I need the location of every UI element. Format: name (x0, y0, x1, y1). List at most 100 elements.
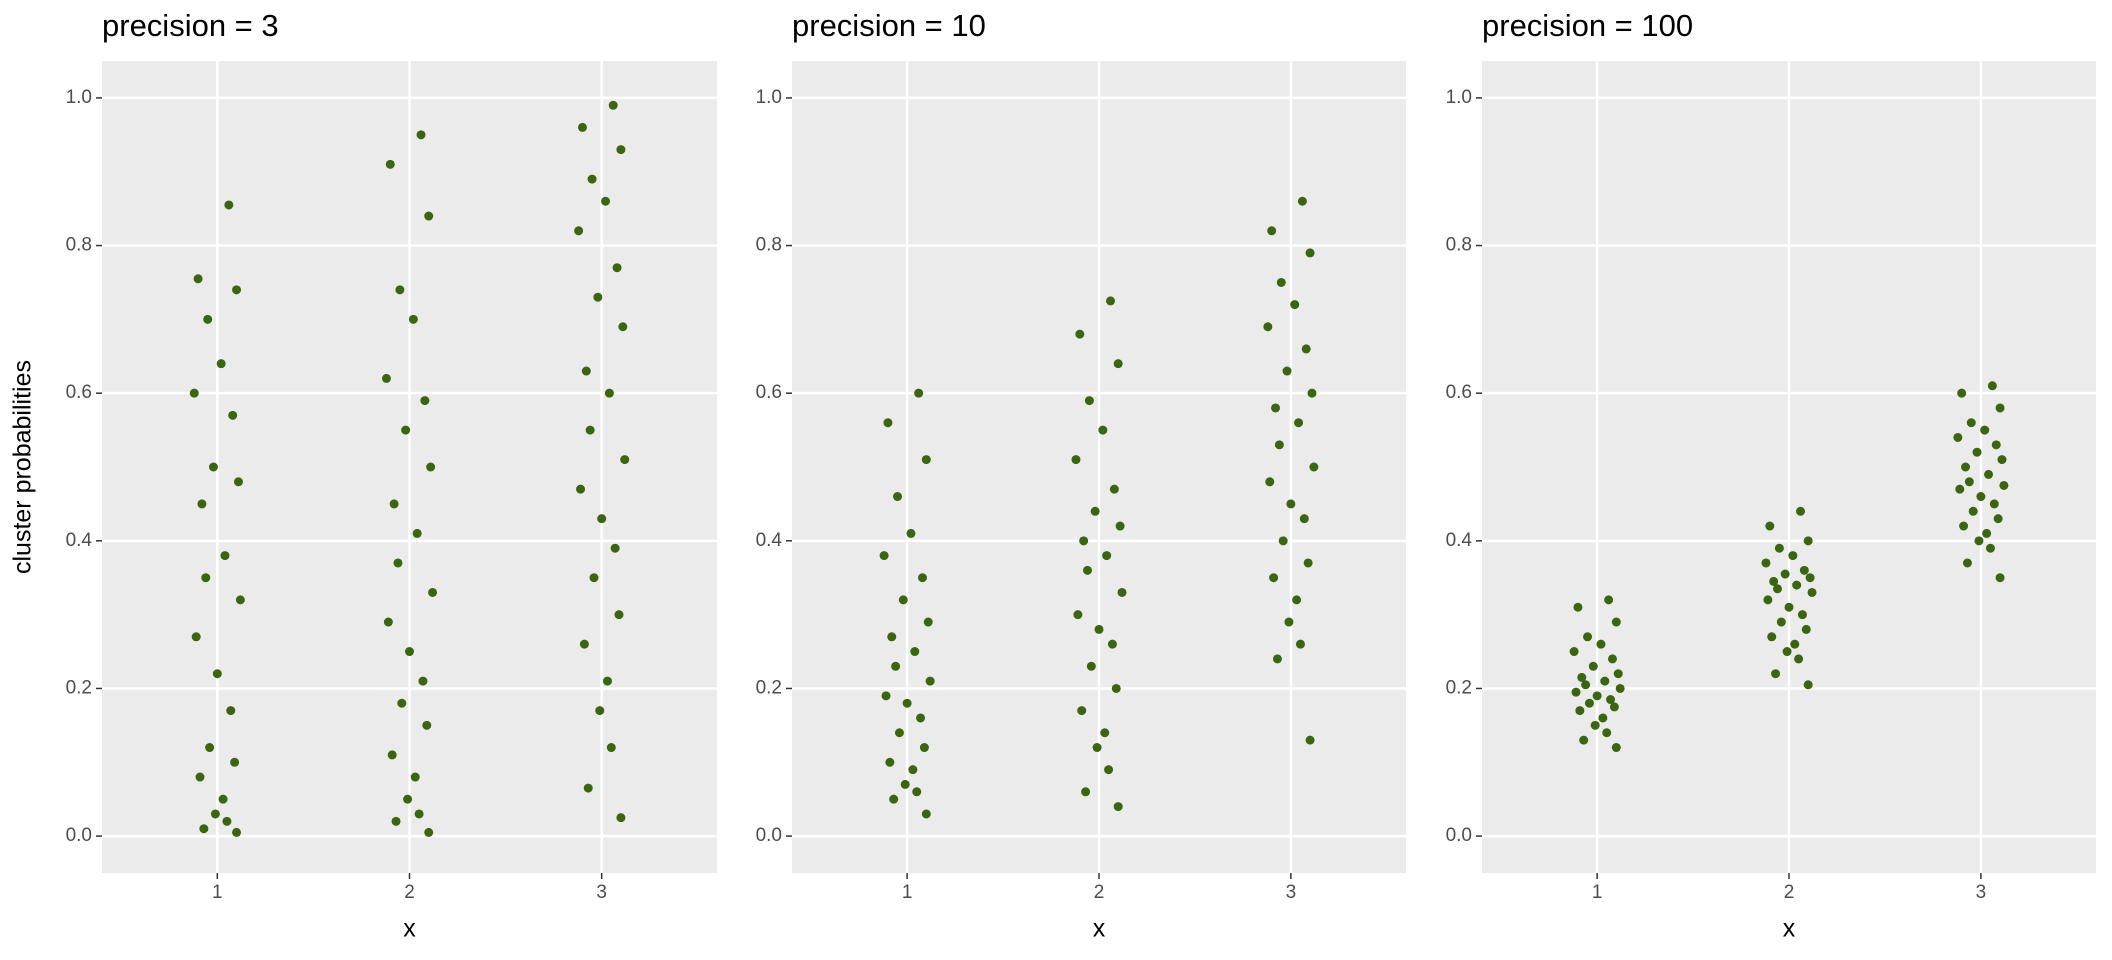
point (1803, 536, 1813, 546)
point (1573, 602, 1583, 612)
point (233, 477, 243, 487)
point (383, 617, 393, 627)
point (1772, 584, 1782, 594)
point (1993, 514, 2003, 524)
point (1109, 484, 1119, 494)
point (1999, 480, 2009, 490)
point (1957, 388, 1967, 398)
point (1984, 469, 1994, 479)
point (197, 499, 207, 509)
point (1976, 492, 1986, 502)
point (1985, 543, 1995, 553)
y-tick-label: 0.0 (66, 825, 92, 846)
point (1763, 595, 1773, 605)
point (1784, 602, 1794, 612)
point (921, 809, 931, 819)
x-axis-label: x (1093, 915, 1106, 943)
point (579, 639, 589, 649)
point (894, 728, 904, 738)
point (193, 274, 203, 284)
point (1797, 610, 1807, 620)
point (1995, 573, 2005, 583)
point (1955, 484, 1965, 494)
point (902, 698, 912, 708)
point (1598, 713, 1608, 723)
point (587, 174, 597, 184)
point (595, 706, 605, 716)
point (1962, 558, 1972, 568)
point (201, 573, 211, 583)
point (1276, 277, 1286, 287)
point (1807, 587, 1817, 597)
point (1263, 322, 1273, 332)
point (393, 558, 403, 568)
x-tick-label: 1 (902, 882, 913, 903)
point (1602, 728, 1612, 738)
y-tick-label: 0.6 (66, 382, 92, 403)
point (1609, 702, 1619, 712)
point (1305, 248, 1315, 258)
point (604, 388, 614, 398)
point (224, 200, 234, 210)
point (220, 551, 230, 561)
y-tick-label: 1.0 (1446, 87, 1472, 108)
point (1767, 632, 1777, 642)
point (416, 130, 426, 140)
point (1966, 418, 1976, 428)
point (1571, 687, 1581, 697)
point (218, 794, 228, 804)
point (583, 783, 593, 793)
point (420, 396, 430, 406)
point (1771, 669, 1781, 679)
point (908, 765, 918, 775)
point (616, 145, 626, 155)
point (914, 388, 924, 398)
point (1584, 698, 1594, 708)
point (1782, 647, 1792, 657)
point (405, 647, 414, 657)
point (408, 314, 418, 324)
point (912, 787, 922, 797)
point (1282, 366, 1292, 376)
x-axis-label: x (1783, 915, 1796, 943)
y-tick-label: 0.8 (756, 235, 782, 256)
point (1278, 536, 1288, 546)
y-axis-label: cluster probabilities (9, 360, 37, 574)
point (612, 263, 622, 273)
point (1075, 329, 1085, 339)
point (1290, 300, 1300, 310)
point (1098, 425, 1108, 435)
point (889, 794, 899, 804)
point (212, 669, 222, 679)
point (1073, 610, 1083, 620)
point (1269, 573, 1279, 583)
point (1301, 344, 1311, 354)
point (397, 698, 407, 708)
point (576, 484, 586, 494)
point (1991, 440, 2001, 450)
point (195, 772, 205, 782)
point (608, 100, 618, 110)
point (1792, 580, 1802, 590)
point (189, 388, 199, 398)
x-tick-label: 3 (596, 882, 607, 903)
y-tick-label: 0.0 (756, 825, 782, 846)
point (1611, 617, 1621, 627)
point (923, 617, 933, 627)
point (919, 743, 929, 753)
y-tick-label: 0.4 (66, 530, 93, 551)
point (1995, 403, 2005, 413)
y-tick-label: 0.2 (1446, 677, 1472, 698)
point (235, 595, 245, 605)
point (1611, 743, 1621, 753)
point (885, 757, 895, 767)
point (1790, 639, 1800, 649)
point (401, 425, 411, 435)
y-tick-label: 1.0 (756, 87, 782, 108)
point (391, 816, 401, 826)
point (601, 196, 611, 206)
y-tick-label: 0.0 (1446, 825, 1472, 846)
point (1299, 514, 1309, 524)
point (395, 285, 405, 295)
